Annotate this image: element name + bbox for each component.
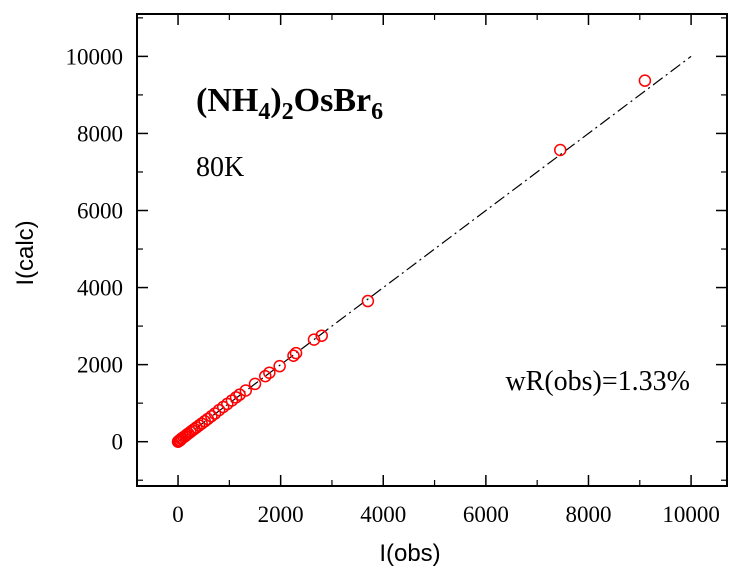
data-point [259,369,272,383]
data-point [208,407,222,420]
title-sub-2: 2 [282,99,294,125]
y-tick-label: 8000 [77,121,123,146]
data-point [307,333,321,346]
data-points-group [171,74,652,448]
data-point [263,366,276,379]
title-part-1: (NH [196,82,258,119]
y-tick-label: 6000 [77,199,123,224]
x-tick-label: 4000 [360,502,406,527]
data-point [638,74,652,87]
chart-title: (NH4)2OsBr6 [196,82,383,125]
data-point [248,377,262,391]
reference-line [177,55,692,443]
plot-frame [136,13,728,487]
data-point [289,346,303,360]
chart-subtitle: 80K [196,152,244,183]
x-tick-label: 8000 [565,502,611,527]
title-sub-3: 6 [371,99,383,125]
x-tick-label: 6000 [463,502,509,527]
y-tick-label: 10000 [66,44,124,69]
y-tick-label: 4000 [77,276,123,301]
y-tick-label: 0 [112,430,124,455]
title-part-3: OsBr [294,82,371,119]
data-point [554,143,567,157]
data-point [239,384,253,397]
wr-annotation: wR(obs)=1.33% [505,366,690,397]
x-tick-label: 10000 [662,502,720,527]
data-point [205,410,218,423]
title-sub-1: 4 [258,99,270,125]
data-point [361,294,375,308]
x-tick-label: 2000 [258,502,304,527]
ticks-group [137,14,727,486]
data-point [315,329,328,342]
x-tick-label: 0 [172,502,184,527]
x-axis-label: I(obs) [379,540,440,567]
title-part-2: ) [270,82,281,119]
data-point [233,388,246,401]
y-axis-label: I(calc) [12,220,39,285]
data-point [273,359,286,373]
tick-labels-group: 0 2000 4000 6000 8000 10000 0 2000 4000 6000 8000 1… [66,44,720,527]
y-tick-label: 2000 [77,353,123,378]
data-point [287,349,300,363]
data-point [229,391,243,404]
